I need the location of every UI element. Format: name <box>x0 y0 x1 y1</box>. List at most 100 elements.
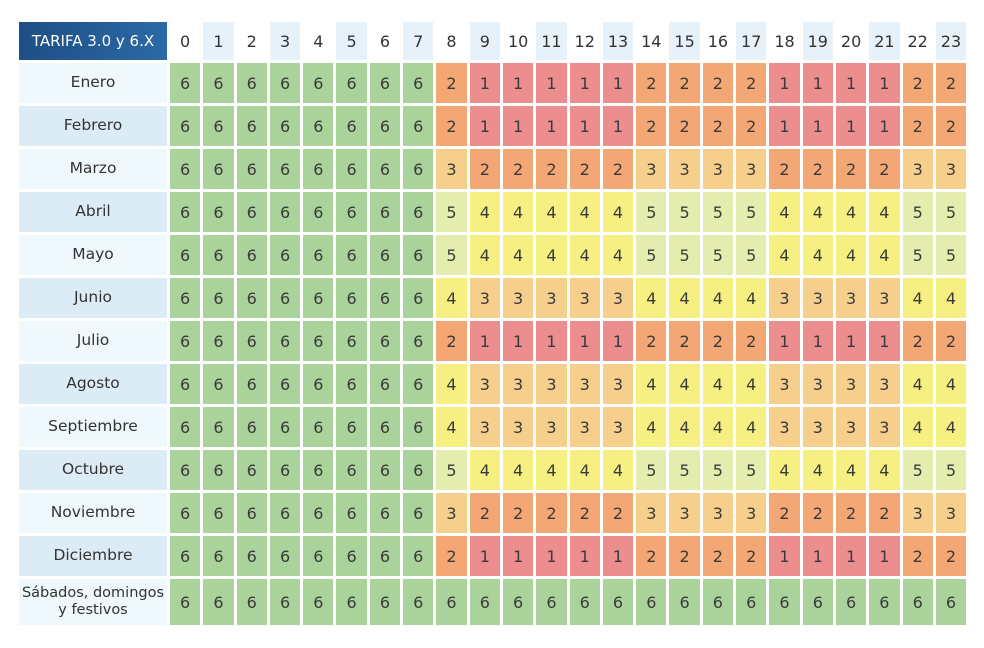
period-cell: 6 <box>369 493 401 533</box>
period-cell: 2 <box>502 149 534 189</box>
period-cell: 6 <box>669 579 700 625</box>
period-cell: 6 <box>403 450 434 490</box>
period-cell: 3 <box>802 364 833 404</box>
period-cell: 3 <box>436 493 467 533</box>
period-cell: 4 <box>935 364 967 404</box>
row-label-0: Enero <box>19 63 167 103</box>
period-cell: 6 <box>369 192 401 232</box>
period-cell: 3 <box>769 278 800 318</box>
period-cell: 6 <box>835 579 867 625</box>
period-cell: 2 <box>569 149 600 189</box>
period-cell: 3 <box>835 278 867 318</box>
period-cell: 1 <box>802 63 833 103</box>
row-label-2: Marzo <box>19 149 167 189</box>
period-cell: 4 <box>636 278 667 318</box>
period-cell: 6 <box>236 364 267 404</box>
period-cell: 3 <box>602 278 634 318</box>
period-cell: 3 <box>602 407 634 447</box>
hour-header-14: 14 <box>636 22 667 60</box>
period-cell: 3 <box>669 149 700 189</box>
hour-header-17: 17 <box>736 22 767 60</box>
period-cell: 6 <box>170 192 201 232</box>
period-cell: 6 <box>170 106 201 146</box>
period-cell: 4 <box>869 450 900 490</box>
period-cell: 5 <box>669 235 700 275</box>
period-cell: 6 <box>336 192 367 232</box>
period-cell: 4 <box>802 450 833 490</box>
period-cell: 2 <box>736 536 767 576</box>
period-cell: 5 <box>636 450 667 490</box>
period-cell: 2 <box>469 493 500 533</box>
hour-header-21: 21 <box>869 22 900 60</box>
period-cell: 6 <box>303 493 334 533</box>
period-cell: 1 <box>469 106 500 146</box>
period-cell: 6 <box>170 407 201 447</box>
period-cell: 6 <box>303 450 334 490</box>
period-cell: 1 <box>869 63 900 103</box>
period-cell: 6 <box>802 579 833 625</box>
period-cell: 2 <box>569 493 600 533</box>
period-cell: 3 <box>502 364 534 404</box>
period-cell: 6 <box>869 579 900 625</box>
period-cell: 2 <box>835 149 867 189</box>
period-cell: 5 <box>935 235 967 275</box>
period-cell: 1 <box>569 321 600 361</box>
period-cell: 6 <box>303 364 334 404</box>
period-cell: 3 <box>902 149 933 189</box>
period-cell: 4 <box>502 235 534 275</box>
period-cell: 4 <box>769 192 800 232</box>
period-cell: 6 <box>403 407 434 447</box>
period-cell: 6 <box>369 149 401 189</box>
period-cell: 6 <box>536 579 567 625</box>
period-cell: 6 <box>369 321 401 361</box>
period-cell: 6 <box>436 579 467 625</box>
period-cell: 5 <box>436 450 467 490</box>
period-cell: 2 <box>769 493 800 533</box>
period-cell: 6 <box>236 278 267 318</box>
period-cell: 6 <box>269 321 301 361</box>
period-cell: 3 <box>469 407 500 447</box>
period-cell: 1 <box>769 63 800 103</box>
period-cell: 2 <box>802 493 833 533</box>
period-cell: 6 <box>269 364 301 404</box>
period-cell: 6 <box>336 235 367 275</box>
period-cell: 5 <box>669 450 700 490</box>
period-cell: 6 <box>403 106 434 146</box>
period-cell: 3 <box>769 364 800 404</box>
hour-header-20: 20 <box>835 22 867 60</box>
period-cell: 6 <box>170 579 201 625</box>
period-cell: 5 <box>436 192 467 232</box>
hour-header-18: 18 <box>769 22 800 60</box>
period-cell: 5 <box>902 192 933 232</box>
period-cell: 2 <box>869 149 900 189</box>
period-cell: 3 <box>802 407 833 447</box>
period-cell: 6 <box>336 278 367 318</box>
period-cell: 4 <box>869 235 900 275</box>
period-cell: 4 <box>469 235 500 275</box>
hour-header-9: 9 <box>469 22 500 60</box>
period-cell: 1 <box>835 321 867 361</box>
period-cell: 6 <box>369 450 401 490</box>
row-label-3: Abril <box>19 192 167 232</box>
period-cell: 6 <box>336 450 367 490</box>
period-cell: 6 <box>203 407 234 447</box>
period-cell: 4 <box>869 192 900 232</box>
period-cell: 1 <box>469 536 500 576</box>
period-cell: 4 <box>702 364 734 404</box>
period-cell: 4 <box>935 407 967 447</box>
period-cell: 4 <box>902 407 933 447</box>
period-cell: 6 <box>935 579 967 625</box>
period-cell: 4 <box>569 192 600 232</box>
period-cell: 1 <box>502 321 534 361</box>
period-cell: 2 <box>702 63 734 103</box>
period-cell: 3 <box>536 407 567 447</box>
period-cell: 6 <box>336 536 367 576</box>
period-cell: 4 <box>835 450 867 490</box>
period-cell: 4 <box>902 364 933 404</box>
period-cell: 5 <box>636 235 667 275</box>
row-label-4: Mayo <box>19 235 167 275</box>
hour-header-11: 11 <box>536 22 567 60</box>
period-cell: 4 <box>902 278 933 318</box>
period-cell: 2 <box>736 321 767 361</box>
